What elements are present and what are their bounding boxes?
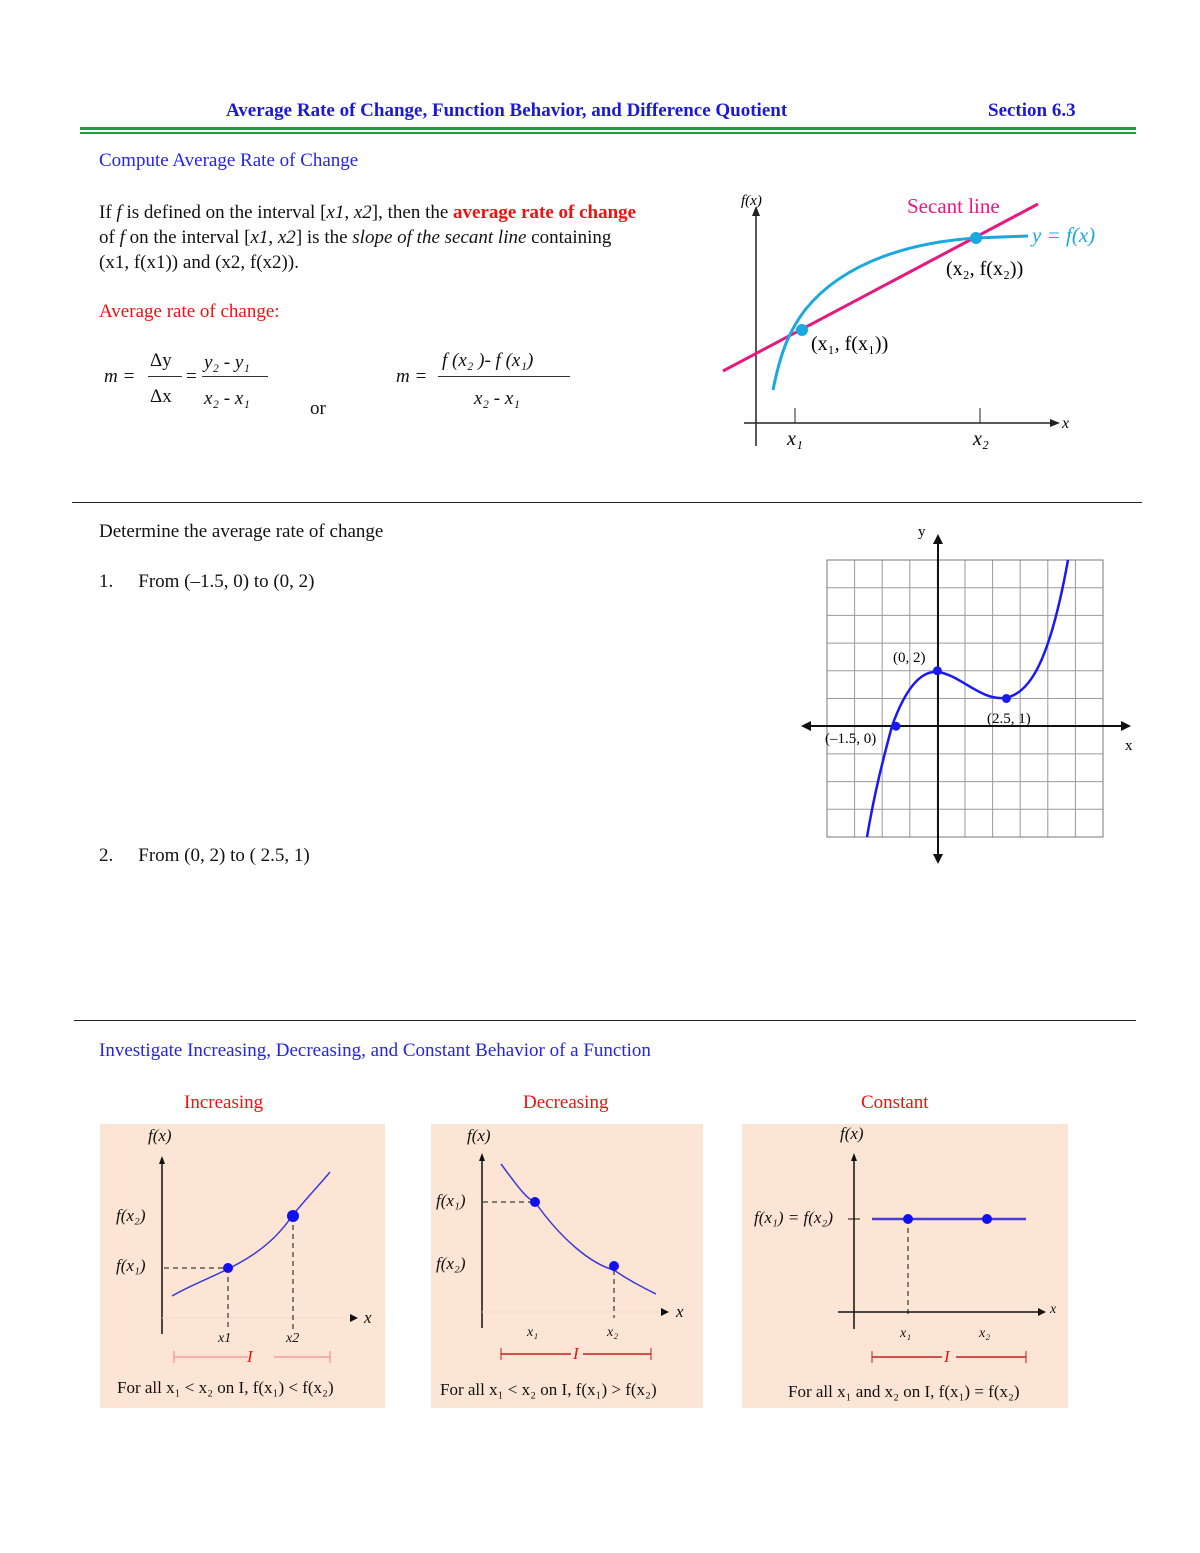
graph-point: [891, 721, 901, 731]
point-label-3: (2.5, 1): [987, 711, 1031, 727]
section-heading-behavior: Investigate Increasing, Decreasing, and …: [99, 1040, 651, 1061]
y-axis-label: f(x): [741, 193, 762, 209]
section-label: Section 6.3: [988, 100, 1076, 121]
problem-1: 1. From (–1.5, 0) to (0, 2): [99, 571, 315, 592]
graph-point: [1001, 694, 1011, 703]
panel-constant: f(x) f(x₁) = f(x₂) x x₁ x₂ I For all x₁ …: [742, 1124, 1068, 1408]
problem-2: 2. From (0, 2) to ( 2.5, 1): [99, 845, 310, 866]
grid-border: [826, 559, 1104, 838]
grid: [826, 559, 1104, 838]
y-arrow-icon: [479, 1153, 485, 1161]
definition-paragraph: If f is defined on the interval [x1, x2]…: [99, 202, 637, 273]
point-label-2: (0, 2): [893, 650, 926, 666]
panel-title-increasing: Increasing: [184, 1092, 264, 1113]
point-label-1: (–1.5, 0): [825, 731, 876, 747]
panel-title-constant: Constant: [861, 1092, 929, 1113]
highlight-term: average rate of change: [453, 202, 637, 223]
y-axis-label: y: [918, 524, 926, 540]
determine-intro: Determine the average rate of change: [99, 521, 384, 542]
formula-label: Average rate of change:: [99, 301, 280, 322]
x-arrow-icon: [350, 1314, 358, 1322]
tick-x1-label: x₁: [786, 428, 803, 450]
x-axis-label: x: [1125, 738, 1133, 754]
curve: [771, 234, 1029, 391]
section-heading-compute: Compute Average Rate of Change: [99, 150, 359, 171]
y-arrow-icon: [851, 1153, 857, 1161]
x-arrow-icon: [1038, 1308, 1046, 1316]
divider: [72, 502, 1142, 503]
point-x2-label: (x₂, f(x₂)): [946, 258, 1023, 280]
x-axis-label: x: [1061, 415, 1069, 432]
secant-label: Secant line: [907, 194, 1000, 218]
divider-2: [74, 1020, 1136, 1021]
x-arrow-icon: [661, 1308, 669, 1316]
panel-decreasing: f(x) f(x₁) f(x₂) x x₁ x₂ I For all x₁ < …: [431, 1124, 703, 1408]
page-title: Average Rate of Change, Function Behavio…: [226, 100, 788, 121]
point-x1-label: (x₁, f(x₁)): [811, 333, 888, 355]
y-axis-arrow-icon: [752, 206, 760, 216]
caption-increasing: For all x₁ < x₂ on I, f(x₁) < f(x₂): [117, 1378, 334, 1397]
secant-line: [722, 202, 1039, 373]
panel-title-decreasing: Decreasing: [523, 1092, 609, 1113]
tick-x2-label: x₂: [972, 428, 989, 450]
y-axis-down-arrow-icon: [933, 854, 943, 864]
x-axis-arrow-icon: [1050, 419, 1060, 427]
secant-diagram: f(x) x Secant line y = f(x) (x₁, f(x₁)) …: [722, 193, 1095, 450]
x-axis-left-arrow-icon: [801, 721, 811, 731]
x-axis-right-arrow-icon: [1121, 721, 1131, 731]
y-arrow-icon: [159, 1156, 165, 1164]
y-axis-up-arrow-icon: [933, 534, 943, 544]
caption-constant: For all x₁ and x₂ on I, f(x₁) = f(x₂): [788, 1382, 1020, 1401]
point-x2: [970, 232, 982, 244]
panel-increasing: f(x) f(x₂) f(x₁) x x1 x2 I For all x₁ < …: [100, 1124, 385, 1408]
header-rule: [80, 127, 1136, 130]
graph-point: [932, 666, 942, 676]
cubic-graph: y x (–1.5, 0) (0, 2) (2.5, 1): [801, 524, 1133, 864]
caption-decreasing: For all x₁ < x₂ on I, f(x₁) > f(x₂): [440, 1380, 657, 1399]
curve-label: y = f(x): [1030, 223, 1095, 247]
or-label: or: [310, 398, 326, 419]
header-rule-2: [80, 132, 1136, 134]
point-x1: [796, 324, 808, 336]
